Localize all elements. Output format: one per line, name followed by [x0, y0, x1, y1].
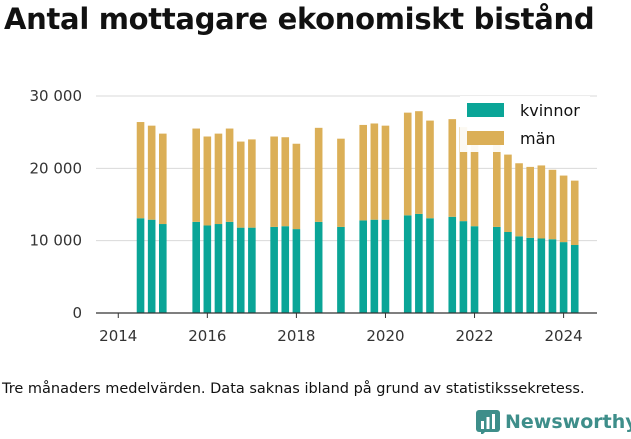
bar-man[interactable] — [292, 143, 301, 230]
bar-man[interactable] — [248, 139, 256, 228]
bar-kvinnor[interactable] — [147, 219, 156, 313]
bar-kvinnor[interactable] — [214, 224, 223, 313]
bar-kvinnor[interactable] — [192, 221, 200, 313]
bar-man[interactable] — [403, 112, 412, 216]
bar-man[interactable] — [236, 141, 245, 228]
bar-kvinnor[interactable] — [248, 227, 256, 313]
bar-kvinnor[interactable] — [359, 220, 367, 313]
bar-man[interactable] — [225, 128, 234, 222]
bar-man[interactable] — [448, 119, 457, 217]
newsworthy-logo-icon — [476, 410, 500, 434]
bar-man[interactable] — [281, 137, 290, 227]
chart-title: Antal mottagare ekonomiskt bistånd — [4, 2, 595, 36]
bar-man[interactable] — [548, 169, 557, 240]
bar-man[interactable] — [504, 154, 512, 232]
bar-man[interactable] — [515, 163, 523, 237]
bar-kvinnor[interactable] — [270, 226, 278, 313]
bar-kvinnor[interactable] — [526, 237, 534, 313]
bar-kvinnor[interactable] — [493, 226, 501, 313]
bar-kvinnor[interactable] — [470, 226, 479, 313]
bar-man[interactable] — [537, 165, 546, 239]
x-tick-label: 2016 — [188, 327, 226, 345]
bar-man[interactable] — [359, 124, 367, 221]
y-tick-label: 30 000 — [30, 87, 83, 105]
brand-logo[interactable]: Newsworthy — [476, 410, 631, 434]
y-tick-label: 0 — [72, 304, 82, 322]
legend: kvinnor män — [460, 96, 590, 152]
bar-kvinnor[interactable] — [381, 219, 390, 313]
bar-kvinnor[interactable] — [403, 215, 412, 313]
bar-man[interactable] — [203, 136, 212, 226]
bar-kvinnor[interactable] — [448, 216, 457, 313]
legend-swatch-kvinnor[interactable] — [467, 103, 504, 117]
bar-kvinnor[interactable] — [548, 239, 557, 313]
axes: 0 10 000 20 000 30 000 2014 2016 2018 2020 2022 2… — [30, 87, 597, 345]
bar-man[interactable] — [559, 175, 568, 243]
bar-man[interactable] — [459, 127, 468, 222]
bar-kvinnor[interactable] — [559, 242, 568, 313]
bar-man[interactable] — [415, 111, 423, 214]
legend-label: män — [520, 129, 556, 148]
bar-man[interactable] — [426, 120, 434, 219]
bar-man[interactable] — [570, 180, 579, 246]
bar-kvinnor[interactable] — [136, 218, 145, 313]
bar-kvinnor[interactable] — [415, 213, 423, 313]
bar-kvinnor[interactable] — [236, 227, 245, 313]
brand-name: Newsworthy — [505, 411, 631, 433]
bar-man[interactable] — [214, 133, 223, 225]
bar-man[interactable] — [370, 123, 379, 220]
bar-kvinnor[interactable] — [159, 224, 167, 313]
legend-swatch-man[interactable] — [467, 131, 504, 145]
bar-man[interactable] — [136, 122, 145, 219]
x-tick-label: 2018 — [277, 327, 315, 345]
x-tick-label: 2020 — [366, 327, 404, 345]
bar-man[interactable] — [470, 138, 479, 227]
x-tick-label: 2022 — [455, 327, 493, 345]
bar-kvinnor[interactable] — [570, 245, 579, 313]
bar-kvinnor[interactable] — [314, 221, 323, 313]
bar-kvinnor[interactable] — [515, 236, 523, 313]
bar-kvinnor[interactable] — [292, 229, 301, 313]
bar-man[interactable] — [159, 133, 167, 225]
bar-kvinnor[interactable] — [426, 218, 434, 313]
bar-man[interactable] — [337, 138, 345, 227]
bar-kvinnor[interactable] — [459, 221, 468, 313]
bar-man[interactable] — [493, 138, 501, 227]
footnote: Tre månaders medelvärden. Data saknas ib… — [2, 381, 585, 397]
y-tick-label: 10 000 — [30, 232, 83, 250]
bar-man[interactable] — [270, 136, 278, 227]
bar-kvinnor[interactable] — [370, 219, 379, 313]
x-tick-label: 2024 — [545, 327, 583, 345]
bar-kvinnor[interactable] — [537, 238, 546, 313]
bar-man[interactable] — [381, 125, 390, 220]
bar-kvinnor[interactable] — [281, 226, 290, 313]
bar-man[interactable] — [147, 125, 156, 220]
bar-kvinnor[interactable] — [203, 225, 212, 313]
bar-kvinnor[interactable] — [504, 231, 512, 313]
y-tick-label: 20 000 — [30, 159, 83, 177]
legend-label: kvinnor — [520, 101, 580, 120]
bar-kvinnor[interactable] — [337, 226, 345, 313]
bars — [136, 111, 579, 313]
bar-man[interactable] — [526, 166, 534, 238]
bar-man[interactable] — [314, 127, 323, 222]
bar-man[interactable] — [192, 128, 200, 222]
bar-kvinnor[interactable] — [225, 221, 234, 313]
x-tick-label: 2014 — [99, 327, 137, 345]
